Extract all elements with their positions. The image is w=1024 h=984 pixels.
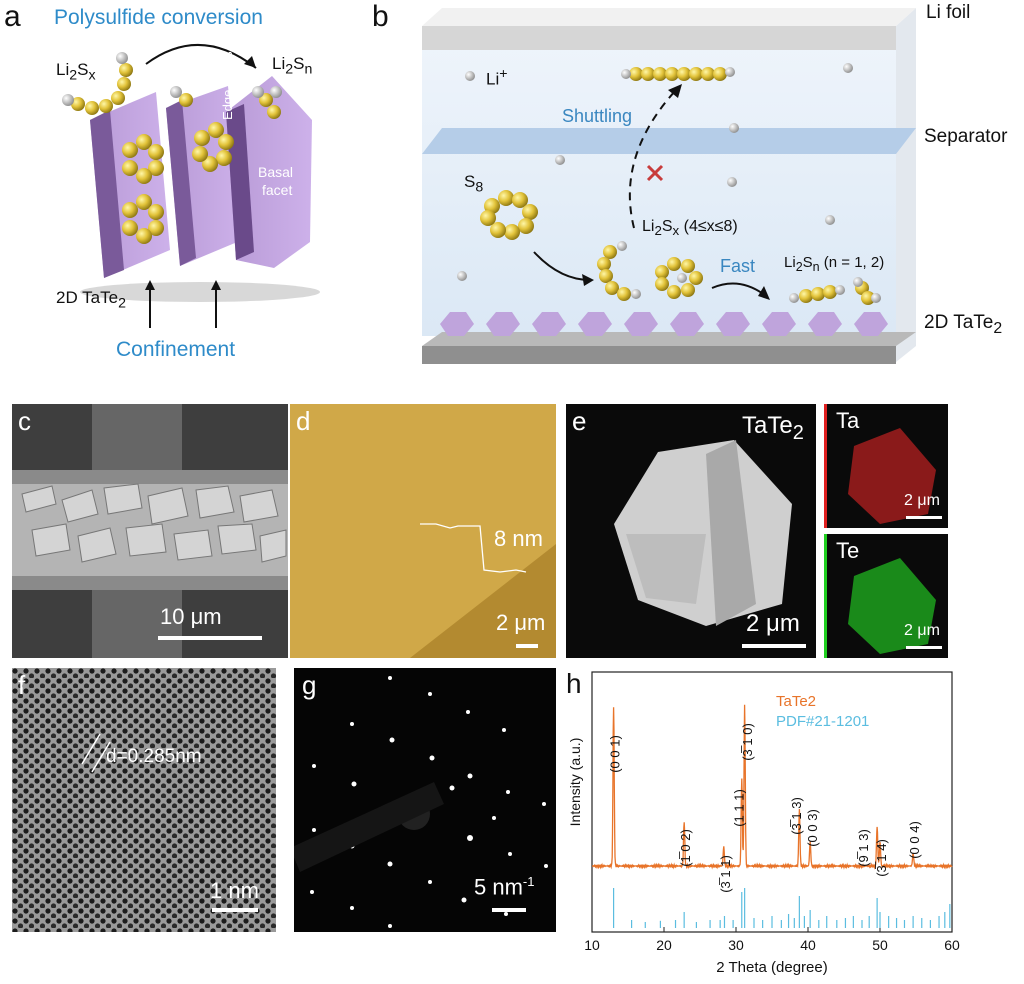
peak-label: (3̅ 1 1) [718,855,733,893]
legend-tate2: TaTe2 [776,693,816,710]
peak-label: (0 0 1) [608,735,623,773]
confinement-arrows [145,280,221,328]
peak-label: (9̅ 1 3) [856,829,871,867]
x-tick-label: 20 [656,937,672,953]
legend-pdf: PDF#21-1201 [776,713,869,730]
peak-label: (1 1 1) [731,789,746,827]
peak-label: (0 0 4) [907,821,922,859]
scale-bar-g [492,908,526,912]
y-axis-label: Intensity (a.u.) [567,738,583,827]
ta-hexagon-map [848,428,936,524]
peak-label: (3̅ 1 0) [740,723,755,761]
x-tick-label: 10 [584,937,600,953]
d-spacing-label: d=0.285nm [106,746,202,767]
li2sn-range-label: Li2Sn (n = 1, 2) [784,254,885,274]
scale-bar-e [742,644,806,648]
tate2-flakes-illustration [62,44,320,302]
li-plus-label: Li+ [486,66,508,89]
panel-letter-g: g [302,670,317,700]
scale-text-d: 2 μm [496,610,546,635]
panel-letter-h: h [566,668,582,699]
edge-facets-label: Edge facets [220,51,235,120]
xrd-pattern-line [592,704,953,870]
basal-label-2: facet [262,182,293,198]
diffraction-pattern [294,676,548,928]
separator-label: Separator [924,126,1008,147]
tate2-label-b: 2D TaTe2 [924,312,1003,337]
plot-frame [591,671,953,933]
eds-map-ta: Ta 2 μm [824,404,948,528]
scale-bar-c [158,636,262,640]
panel-c-sem-image: c 10 μm [12,404,288,658]
panel-e-stem-image: e TaTe2 2 μm [566,404,816,658]
step-height-label: 8 nm [494,526,543,551]
te-hexagon-map [848,558,936,654]
basal-label-1: Basal [258,164,294,180]
sem-fiber-image [12,404,288,658]
li2sx-range-label: Li2Sx (4≤x≤8) [642,218,738,239]
panel-letter-e: e [572,406,587,436]
panel-letter-d: d [296,406,311,436]
scale-text-e: 2 μm [746,610,800,637]
x-tick-label: 40 [800,937,816,953]
panel-letter-a: a [4,0,21,33]
panel-d-afm-image: d 8 nm 2 μm [290,404,556,658]
xrd-chart-svg: 10 20 30 40 50 60 2 Theta (degree) Intensity (a… [567,671,960,976]
peak-label: (3̅ 1 3) [789,797,804,835]
scale-bar-f [212,908,258,912]
lattice-image [12,668,276,932]
x-tick-label: 30 [728,937,744,953]
fast-label: Fast [720,256,756,276]
x-axis-label: 2 Theta (degree) [716,959,827,976]
li2sn-label: Li2Sn [272,54,313,78]
scale-text-f: 1 nm [210,878,259,903]
ta-scale-text: 2 μm [904,492,940,509]
scale-text-g: 5 nm-1 [474,874,535,900]
te-scale-bar [906,646,942,649]
panel-letter-b: b [372,0,389,33]
ta-colorbar [824,404,827,528]
confinement-label: Confinement [116,338,236,361]
peak-label: (1̅ 0 2) [678,829,693,867]
te-colorbar [824,534,827,658]
li2sx-label: Li2Sx [56,60,96,84]
scale-bar-d [516,644,538,648]
s8-label: S8 [464,172,484,196]
ta-label: Ta [836,408,860,433]
panel-letter-c: c [18,406,31,436]
shuttling-label: Shuttling [562,106,633,126]
te-scale-text: 2 μm [904,622,940,639]
x-tick-label: 50 [872,937,888,953]
tate2-label-a: 2D TaTe2 [56,288,126,312]
te-label: Te [836,538,860,563]
li-foil-label: Li foil [926,2,971,23]
ta-scale-bar [906,516,942,519]
polysulfide-conversion-title: Polysulfide conversion [54,6,263,29]
afm-height-image [290,404,556,658]
battery-schematic [422,8,916,364]
panel-f-hrtem-image: f d=0.285nm 1 nm [12,668,276,932]
stem-title: TaTe2 [742,412,804,444]
peak-label: (3̅ 1 4) [874,839,889,877]
peak-label: (0 0 3) [805,809,820,847]
scale-text-c: 10 μm [160,604,222,629]
stem-hexagon-image [614,440,792,626]
panel-letter-f: f [18,670,26,700]
x-tick-label: 60 [944,937,960,953]
eds-map-te: Te 2 μm [824,534,948,658]
panel-g-saed-image: g 5 nm-1 [294,668,556,932]
